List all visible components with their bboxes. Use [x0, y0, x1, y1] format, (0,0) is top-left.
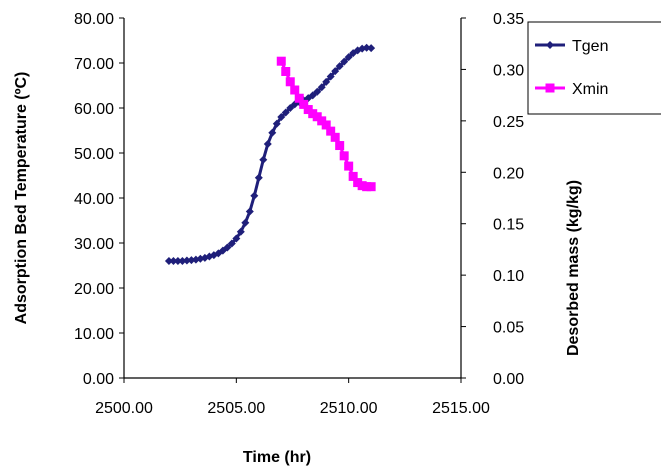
data-point	[164, 257, 173, 265]
y-tick-label: 50.00	[74, 146, 114, 163]
data-point	[223, 243, 232, 252]
data-point	[326, 126, 336, 136]
data-point	[326, 72, 335, 81]
data-point	[276, 56, 286, 66]
data-point	[313, 87, 322, 96]
y2-tick-label: 0.25	[493, 114, 524, 131]
legend-box	[527, 21, 661, 115]
legend-swatch-marker	[545, 83, 555, 93]
data-point	[277, 113, 286, 121]
data-point	[335, 141, 345, 151]
data-point	[182, 256, 191, 265]
series-group	[164, 43, 376, 265]
data-point	[290, 85, 300, 95]
plot-frame	[123, 18, 462, 379]
data-point	[259, 155, 268, 164]
data-point	[335, 62, 344, 71]
y-tick-label: 80.00	[74, 11, 114, 28]
x-tick-label: 2510.00	[320, 400, 378, 417]
data-point	[348, 171, 358, 181]
x-tick-label: 2505.00	[207, 400, 265, 417]
x-tick-label: 2500.00	[95, 400, 153, 417]
y2-tick-label: 0.10	[493, 268, 524, 285]
data-point	[232, 234, 241, 243]
y-tick-label: 20.00	[74, 281, 114, 298]
data-point	[187, 256, 196, 265]
data-point	[236, 227, 245, 236]
data-point	[330, 132, 340, 142]
y2-tick-label: 0.00	[493, 371, 524, 388]
data-point	[173, 257, 182, 265]
data-point	[321, 120, 331, 130]
data-point	[367, 44, 376, 53]
y2-tick-label: 0.05	[493, 320, 524, 337]
y-tick-label: 10.00	[74, 326, 114, 343]
x-axis-title: Time (hr)	[243, 449, 311, 466]
data-point	[178, 257, 187, 265]
data-point	[245, 207, 254, 216]
y2-axis-title: Desorbed mass (kg/kg)	[565, 180, 582, 356]
data-point	[308, 91, 317, 100]
data-point	[339, 151, 349, 161]
data-point	[254, 173, 263, 182]
data-point	[344, 53, 353, 62]
series-xmin	[276, 56, 376, 192]
data-point	[362, 43, 371, 52]
y-tick-label: 40.00	[74, 191, 114, 208]
y2-tick-label: 0.35	[493, 11, 524, 28]
y-axis-title: Adsorption Bed Temperature (ºC)	[13, 72, 30, 325]
y2-tick-label: 0.20	[493, 165, 524, 182]
data-point	[268, 128, 277, 137]
data-point	[169, 257, 178, 265]
data-point	[281, 66, 291, 76]
data-point	[294, 93, 304, 103]
legend-label: Xmin	[572, 81, 608, 98]
legend-swatch-marker	[546, 41, 554, 49]
data-point	[366, 182, 376, 192]
ticks-group: 0.00 10.00 20.00 30.00 40.00 50.00 60.00 70.00 8…	[74, 11, 524, 417]
y-tick-label: 60.00	[74, 101, 114, 118]
data-point	[285, 77, 295, 87]
legend-label: Tgen	[572, 38, 608, 55]
legend: Tgen Xmin	[527, 21, 661, 115]
y-tick-label: 70.00	[74, 56, 114, 73]
data-point	[263, 140, 272, 148]
data-point	[317, 83, 326, 92]
data-point	[340, 57, 349, 66]
data-point	[299, 99, 309, 109]
y-tick-label: 30.00	[74, 236, 114, 253]
y2-tick-label: 0.30	[493, 62, 524, 79]
data-point	[272, 119, 281, 128]
data-point	[331, 67, 340, 76]
data-point	[286, 104, 295, 112]
data-point	[227, 239, 236, 248]
data-point	[250, 191, 259, 200]
data-point	[281, 108, 290, 117]
data-point	[322, 77, 331, 86]
y-tick-label: 0.00	[83, 371, 114, 388]
data-point	[241, 218, 250, 227]
data-point	[344, 161, 354, 171]
x-tick-label: 2515.00	[432, 400, 490, 417]
y2-tick-label: 0.15	[493, 217, 524, 234]
